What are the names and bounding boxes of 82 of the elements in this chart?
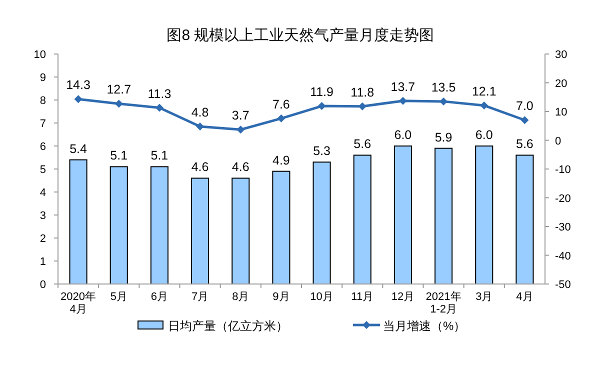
data-label: 13.5 [431,80,456,94]
bar [232,178,250,284]
bar [191,178,210,284]
bar [434,148,453,284]
data-label: 5.6 [516,137,534,152]
bar [312,162,331,284]
y-tick-label: 5 [40,164,46,176]
data-label: 5.3 [313,144,331,158]
x-tick-label: 2020年 4月 [60,291,96,316]
data-label: 13.7 [390,80,416,94]
x-tick-label: 6月 [150,291,168,303]
data-label: 6.0 [475,128,493,142]
data-label: 12.7 [106,82,132,97]
x-tick-label: 7月 [191,291,209,303]
y2-tick-label: -20 [555,192,571,205]
y2-tick-label: 0 [555,135,562,148]
y-tick-label: 10 [34,49,46,61]
legend-label: 当月增速（%） [383,319,466,333]
y-tick-label: 8 [40,95,46,107]
point [358,102,366,110]
x-tick-label: 11月 [351,291,374,303]
x-tick-label: 3月 [476,291,493,303]
y2-tick-label: 10 [555,106,568,118]
data-label: 6.0 [394,128,412,142]
x-tick-label: 5月 [110,291,128,303]
y2-tick-label: -50 [555,279,571,291]
x-tick-label: 4月 [516,291,534,303]
legend-label: 日均产量（亿立方米） [168,319,288,333]
y-tick-label: 0 [40,279,46,291]
y-tick-label: 2 [40,233,46,245]
data-label: 4.8 [191,105,209,120]
x-tick-label: 8月 [232,291,250,303]
data-label: 11.8 [350,85,374,100]
x-tick-label: 2021年 1-2月 [426,291,462,316]
bar [69,159,88,284]
data-label: 11.9 [310,85,334,100]
point [520,116,529,124]
y-tick-label: 3 [40,210,46,222]
y2-tick-label: -40 [555,250,571,262]
data-label: 5.1 [110,148,128,163]
bar [516,154,534,284]
data-label: 7.0 [516,99,534,114]
y2-tick-label: -30 [555,222,571,234]
point [155,104,164,112]
bar [353,154,372,284]
data-label: 5.6 [354,137,372,152]
y-tick-label: 4 [40,187,46,199]
y-tick-label: 6 [40,141,46,153]
data-label: 4.6 [191,160,209,174]
point [318,102,326,110]
data-label: 5.1 [150,148,168,163]
point [236,126,245,134]
x-tick-label: 9月 [272,291,290,303]
y-tick-label: 9 [40,72,46,84]
y-tick-label: 1 [40,256,46,268]
data-label: 3.7 [232,108,250,123]
point [440,97,448,106]
data-label: 11.3 [148,86,172,101]
point [398,96,407,105]
data-label: 12.1 [472,84,496,98]
point [74,95,82,104]
chart-title: 图8 规模以上工业天然气产量月度走势图 [166,27,434,44]
bar [150,166,168,284]
bar [110,166,128,284]
y-tick-label: 7 [40,118,46,130]
data-label: 14.3 [66,78,90,92]
y2-tick-label: 30 [555,49,568,61]
point [114,100,123,108]
data-label: 5.9 [434,130,452,144]
data-label: 5.4 [70,142,88,156]
y2-tick-label: -10 [555,164,571,176]
x-tick-label: 12月 [391,291,415,303]
data-label: 7.6 [272,97,290,112]
point [480,101,488,110]
data-label: 4.9 [272,153,290,168]
point [277,114,286,122]
x-tick-label: 10月 [310,291,334,303]
y2-tick-label: 20 [555,78,568,90]
bar [475,146,494,284]
bar [272,170,290,284]
data-label: 4.6 [232,160,250,174]
bar [394,146,412,284]
